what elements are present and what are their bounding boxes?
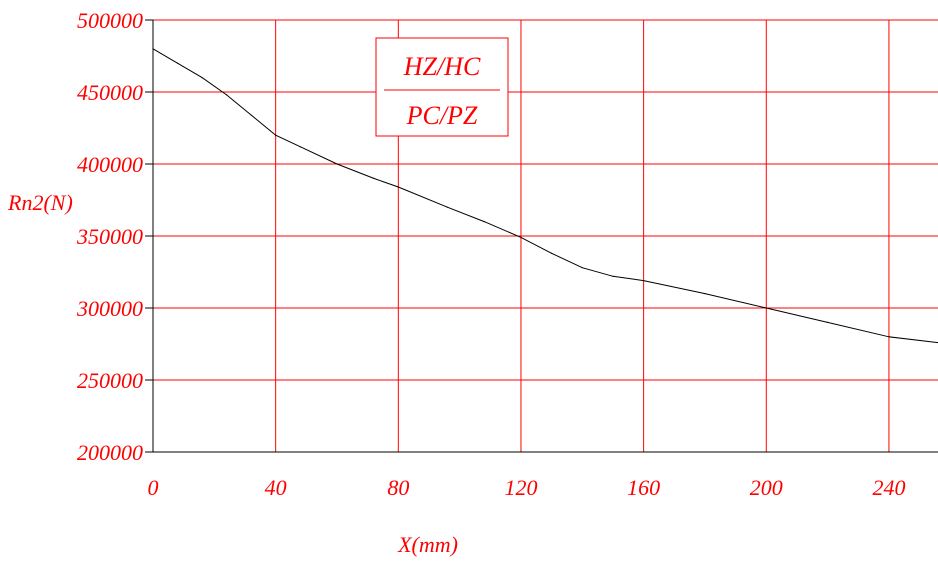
legend-frame	[375, 37, 509, 137]
legend: HZ/HC PC/PZ	[375, 37, 509, 137]
data-point	[275, 134, 277, 136]
axes	[145, 19, 938, 453]
y-tick-label: 350000	[76, 224, 143, 249]
y-tick-label: 300000	[76, 296, 143, 321]
y-tick-label: 400000	[77, 152, 143, 177]
x-tick-label: 240	[872, 475, 905, 500]
x-axis-label: X(mm)	[397, 532, 458, 557]
x-tick-label: 160	[627, 475, 660, 500]
y-tick-labels: 200000 250000 300000 350000 400000 450000 5000…	[76, 8, 143, 465]
data-point	[612, 275, 614, 277]
data-point	[765, 307, 767, 309]
x-tick-label: 120	[504, 475, 537, 500]
data-point	[250, 114, 252, 116]
data-point	[373, 177, 375, 179]
legend-numerator: HZ/HC	[403, 52, 481, 81]
grid-lines	[153, 19, 938, 452]
series-lines	[152, 48, 938, 344]
series-line	[152, 48, 938, 344]
y-axis-label: Rn2(N)	[7, 190, 73, 215]
x-tick-label: 0	[148, 475, 159, 500]
data-point	[483, 221, 485, 223]
data-point	[336, 163, 338, 165]
data-point	[643, 280, 645, 282]
data-point	[551, 252, 553, 254]
x-tick-label: 200	[750, 475, 783, 500]
y-tick-label: 500000	[77, 8, 143, 33]
data-point	[299, 146, 301, 148]
data-point	[581, 267, 583, 269]
x-tick-label: 40	[265, 475, 287, 500]
data-point	[827, 321, 829, 323]
y-tick-label: 200000	[77, 440, 143, 465]
y-tick-label: 450000	[77, 80, 143, 105]
x-tick-labels: 0 40 80 120 160 200 240	[148, 475, 906, 500]
data-point	[520, 236, 522, 239]
data-point	[888, 336, 890, 338]
data-point	[225, 94, 228, 96]
data-point	[176, 62, 179, 64]
legend-denominator: PC/PZ	[406, 101, 478, 130]
x-tick-label: 80	[387, 475, 409, 500]
data-point	[201, 77, 203, 79]
y-tick-label: 250000	[77, 368, 143, 393]
data-point	[704, 293, 706, 295]
data-point	[446, 206, 448, 208]
data-point	[152, 48, 154, 50]
data-point	[397, 186, 399, 188]
